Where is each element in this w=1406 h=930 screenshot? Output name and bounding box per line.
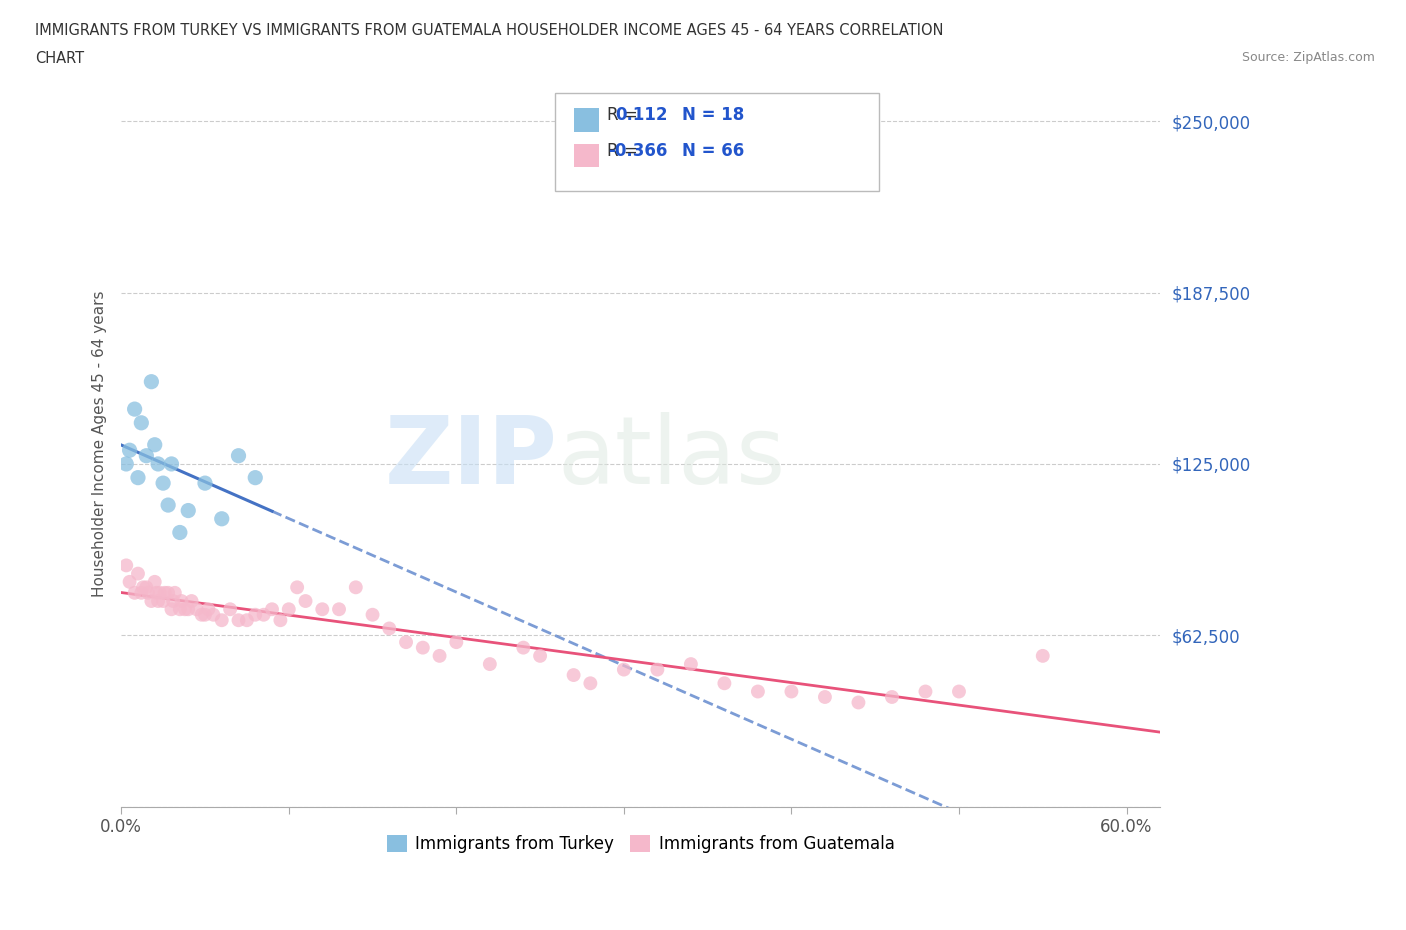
Point	[152, 476, 174, 491]
Point	[190, 607, 212, 622]
Point	[127, 566, 149, 581]
Point	[245, 607, 267, 622]
Point	[747, 684, 769, 699]
Point	[146, 457, 169, 472]
Point	[294, 593, 316, 608]
Point	[529, 648, 551, 663]
Point	[562, 668, 585, 683]
Text: 0.112: 0.112	[616, 106, 668, 125]
Point	[228, 613, 250, 628]
Point	[170, 593, 193, 608]
Text: N = 66: N = 66	[682, 141, 744, 160]
Point	[194, 476, 217, 491]
Point	[311, 602, 333, 617]
Point	[163, 585, 186, 600]
Point	[157, 498, 180, 512]
Text: N = 18: N = 18	[682, 106, 744, 125]
Text: CHART: CHART	[35, 51, 84, 66]
Point	[136, 585, 159, 600]
Point	[211, 613, 233, 628]
Point	[412, 640, 434, 655]
Point	[328, 602, 350, 617]
Point	[143, 575, 166, 590]
Point	[253, 607, 276, 622]
Point	[277, 602, 299, 617]
Point	[194, 607, 217, 622]
Point	[173, 602, 195, 617]
Point	[145, 585, 167, 600]
Point	[118, 575, 141, 590]
Point	[177, 602, 200, 617]
Point	[149, 585, 172, 600]
Text: ZIP: ZIP	[385, 412, 558, 504]
Point	[613, 662, 636, 677]
Point	[124, 585, 146, 600]
Point	[880, 689, 903, 704]
Point	[146, 593, 169, 608]
Point	[236, 613, 259, 628]
Point	[219, 602, 242, 617]
Point	[152, 593, 174, 608]
Point	[186, 602, 208, 617]
Point	[228, 448, 250, 463]
Point	[647, 662, 669, 677]
Legend: Immigrants from Turkey, Immigrants from Guatemala: Immigrants from Turkey, Immigrants from …	[380, 829, 901, 860]
Point	[814, 689, 837, 704]
Point	[512, 640, 534, 655]
Point	[131, 585, 153, 600]
Point	[202, 607, 225, 622]
Point	[127, 471, 149, 485]
Text: R =: R =	[607, 141, 638, 160]
Point	[135, 580, 157, 595]
Point	[180, 593, 202, 608]
Point	[361, 607, 384, 622]
Text: atlas: atlas	[558, 412, 786, 504]
Y-axis label: Householder Income Ages 45 - 64 years: Householder Income Ages 45 - 64 years	[93, 290, 107, 597]
Point	[197, 602, 219, 617]
Point	[378, 621, 401, 636]
Point	[679, 657, 702, 671]
Text: R =: R =	[607, 106, 638, 125]
Point	[1032, 648, 1054, 663]
Point	[713, 676, 735, 691]
Point	[478, 657, 501, 671]
Point	[914, 684, 936, 699]
Point	[143, 437, 166, 452]
Point	[160, 602, 183, 617]
Point	[285, 580, 308, 595]
Point	[260, 602, 283, 617]
Point	[131, 416, 153, 431]
Point	[245, 471, 267, 485]
Text: -0.366: -0.366	[609, 141, 668, 160]
Point	[579, 676, 602, 691]
Point	[848, 695, 870, 710]
Point	[211, 512, 233, 526]
Point	[948, 684, 970, 699]
Point	[157, 585, 180, 600]
Point	[115, 558, 138, 573]
Point	[124, 402, 146, 417]
Point	[160, 457, 183, 472]
Point	[115, 457, 138, 472]
Point	[153, 585, 176, 600]
Point	[177, 503, 200, 518]
Text: Source: ZipAtlas.com: Source: ZipAtlas.com	[1241, 51, 1375, 64]
Point	[446, 634, 468, 649]
Point	[169, 525, 191, 540]
Point	[135, 448, 157, 463]
Text: IMMIGRANTS FROM TURKEY VS IMMIGRANTS FROM GUATEMALA HOUSEHOLDER INCOME AGES 45 -: IMMIGRANTS FROM TURKEY VS IMMIGRANTS FRO…	[35, 23, 943, 38]
Point	[395, 634, 418, 649]
Point	[344, 580, 367, 595]
Point	[118, 443, 141, 458]
Point	[169, 602, 191, 617]
Point	[141, 374, 163, 389]
Point	[780, 684, 803, 699]
Point	[141, 593, 163, 608]
Point	[429, 648, 451, 663]
Point	[162, 593, 184, 608]
Point	[132, 580, 155, 595]
Point	[269, 613, 291, 628]
